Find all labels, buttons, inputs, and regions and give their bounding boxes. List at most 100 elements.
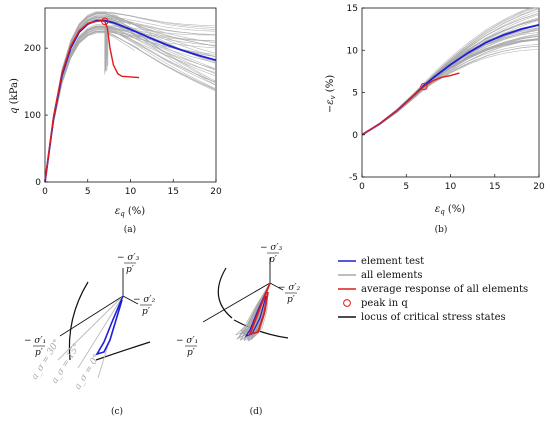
panel-b-peak-marker [420, 82, 428, 91]
panel-b-all-element-trace [361, 33, 540, 136]
panel-b-all-element-trace [361, 35, 540, 136]
panel-c-critical-locus-lower [95, 341, 151, 361]
panel-d-traces [235, 282, 271, 342]
panel-b-xtick-label: 5 [403, 182, 409, 192]
panel-b-series [361, 24, 540, 136]
panel-a-all-element-trace [44, 31, 217, 183]
panel-d-all-element-trace [241, 282, 271, 333]
panel-c-lode-label-0: a_σ = 0° [73, 353, 102, 392]
panel-d-axis-s1 [202, 282, 271, 323]
caption-b: (b) [435, 224, 448, 235]
panel-a-all-element-trace [44, 13, 217, 183]
panel-a-all-element-trace [44, 31, 135, 183]
panel-a-ytick-label: 0 [35, 178, 41, 188]
panel-c-lode-15 [77, 295, 124, 369]
panel-b-all-element-trace [361, 39, 540, 136]
panel-c-axis-s1 [59, 295, 124, 337]
panel-c-label-s2: − σ′₂ [133, 295, 156, 305]
panel-a-all-element-trace [44, 12, 217, 183]
panel-a-series [44, 17, 217, 183]
caption-d: (d) [250, 406, 263, 417]
panel-b-all-element-trace [361, 38, 540, 136]
panel-a-ytick-label: 100 [24, 111, 41, 121]
caption-a: (a) [124, 224, 136, 235]
panel-a-xtick-label: 0 [42, 187, 48, 197]
panel-b-all-element-trace [361, 29, 540, 136]
legend-swatch-circle [343, 299, 351, 307]
panel-d-critical-locus [217, 267, 233, 319]
panel-b-xtick-label: 20 [533, 182, 545, 192]
caption-c: (c) [111, 406, 123, 417]
panel-c-label-s3: − σ′₃ [117, 253, 140, 263]
panel-d-element-test-path [244, 282, 271, 338]
panel-b-all-element-trace [361, 38, 540, 136]
panel-a-xtick-label: 5 [85, 187, 91, 197]
panel-b-all-element-trace [361, 36, 540, 136]
panel-a-all-element-trace [44, 15, 217, 183]
panel-a-frame [44, 7, 217, 183]
panel-d-average-path [248, 282, 271, 336]
panel-d-label-s3-den: p′ [269, 255, 277, 265]
panel-b-all-element-trace [361, 35, 540, 136]
panel-a-all-element-trace [44, 32, 140, 183]
panel-d-label-s2: − σ′₂ [278, 283, 301, 293]
panel-a-all-element-trace [44, 12, 217, 183]
panel-a-all-element-trace [44, 12, 217, 183]
panel-a-traces [44, 11, 217, 183]
panel-c-critical-locus [68, 281, 89, 361]
panel-a-all-element-trace [44, 20, 144, 183]
panel-a-all-element-trace [44, 26, 217, 183]
panel-b-all-element-trace [361, 29, 540, 136]
panel-a-all-element-trace [44, 27, 144, 183]
panel-b-ytick-label: 15 [347, 4, 358, 14]
panel-d-label-s1: − σ′₁ [176, 336, 198, 346]
panel-c-element-test-path [95, 295, 124, 356]
panel-c-label-s3-den: p′ [126, 265, 134, 275]
legend-label: element test [361, 256, 424, 267]
panel-c-label-s2-den: p′ [142, 307, 150, 317]
legend-label: peak in q [361, 298, 408, 309]
panel-b-xtick-label: 10 [445, 182, 457, 192]
panel-a-xtick-label: 15 [168, 187, 179, 197]
panel-b-ytick-label: 0 [352, 131, 358, 141]
panel-c-label-s1: − σ′₁ [24, 336, 46, 346]
legend-label: average response of all elements [361, 284, 528, 295]
legend-label: all elements [361, 270, 423, 281]
panel-b-xlabel: εq (%) [435, 204, 465, 216]
panel-d: − σ′₃ p′ − σ′₂ p′ − σ′₁ p′ (d) [176, 243, 301, 417]
panel-b-all-element-trace [361, 39, 540, 136]
panel-b-all-element-trace [361, 38, 540, 136]
panel-b-all-element-trace [361, 43, 540, 136]
panel-a-all-element-trace [44, 12, 217, 183]
panel-b-ytick-label: -5 [349, 173, 358, 183]
panel-d-all-element-trace [244, 282, 271, 336]
panel-b-traces [361, 7, 540, 136]
panel-a-xtick-label: 10 [125, 187, 137, 197]
panel-b-series-average [361, 72, 460, 136]
panel-d-critical-locus-lower [233, 319, 289, 339]
panel-c: − σ′₃ p′ − σ′₂ p′ − σ′₁ p′ a_σ = 30° a_σ… [24, 253, 156, 417]
panel-a-series-average [44, 19, 140, 183]
panel-a-ylabel: q (kPa) [9, 78, 20, 114]
panel-b-xtick-label: 0 [359, 182, 365, 192]
panel-b-ylabel: −εv (%) [325, 75, 337, 113]
panel-b-ytick-label: 5 [352, 89, 358, 99]
panel-c-lode-30 [57, 295, 124, 361]
panel-a-all-element-trace [44, 32, 135, 183]
panel-a-peak-marker [101, 17, 109, 26]
panel-b-all-element-trace [361, 39, 540, 136]
panel-b-all-element-trace [361, 38, 540, 136]
panel-b-all-element-trace [361, 29, 540, 136]
panel-b-xtick-label: 15 [489, 182, 500, 192]
panel-d-label-s1-den: p′ [187, 348, 195, 358]
legend-label: locus of critical stress states [361, 312, 506, 323]
legend: element test all elements average response… [338, 256, 528, 323]
panel-d-label-s3: − σ′₃ [260, 243, 283, 253]
panel-d-label-s2-den: p′ [287, 295, 295, 305]
panel-b-ytick-label: 10 [347, 46, 359, 56]
